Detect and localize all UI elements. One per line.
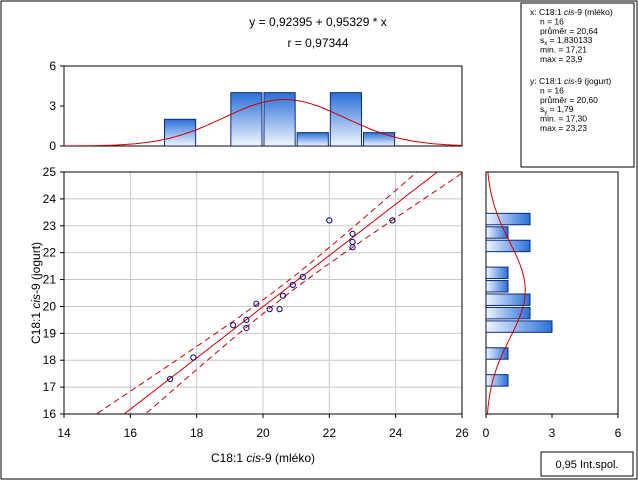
stats-y-block: y: C18:1 cis-9 (jogurt) n = 16 průměr = 20… (530, 76, 611, 133)
x-histogram-bar (329, 92, 363, 146)
data-point (279, 292, 286, 299)
x-axis-title: C18:1 cis-9 (mléko) (211, 451, 315, 465)
confidence-band-lower (144, 172, 462, 414)
y-tick-label: 23 (43, 219, 57, 233)
interval-legend-label: 0,95 Int.spol. (556, 459, 619, 471)
regression-line (123, 172, 439, 414)
data-point (243, 324, 250, 332)
x-tick-label: 20 (256, 426, 270, 440)
x-histogram-plot-area (63, 65, 463, 147)
y-histogram-bar (486, 306, 531, 320)
y-histogram-bar (486, 320, 553, 333)
y-histogram-bar (486, 347, 509, 360)
x-histogram-tick-label: 3 (49, 99, 56, 113)
interval-legend-frame (540, 451, 634, 477)
y-histogram-tick-label: 3 (549, 426, 556, 440)
y-histogram-normal-curve (486, 172, 526, 414)
data-points (167, 217, 396, 383)
y-histogram-tick-label: 0 (483, 426, 490, 440)
y-histogram-bar (486, 212, 531, 226)
y-tick-label: 25 (43, 165, 57, 179)
data-point (266, 306, 273, 313)
x-histogram-bar (263, 92, 296, 146)
data-point (253, 300, 260, 307)
y-axis-title: C18:1 cis-9 (jogurt) (29, 242, 43, 344)
y-tick-label: 20 (43, 299, 57, 313)
y-tick-label: 18 (43, 353, 57, 367)
x-histogram: 0 3 6 (49, 59, 463, 153)
y-histogram-bar (486, 293, 531, 306)
y-histogram-bar (486, 239, 531, 253)
x-tick-label: 18 (190, 426, 204, 440)
y-histogram-bar (486, 280, 509, 293)
x-histogram-tick-label: 0 (49, 139, 56, 153)
data-point (190, 354, 197, 361)
x-histogram-bar (296, 132, 329, 146)
y-histogram-ticks: 0 3 6 (483, 414, 622, 440)
statistics-box-frame (520, 2, 635, 168)
y-tick-label: 19 (43, 326, 57, 340)
x-tick-label: 26 (455, 426, 469, 440)
x-histogram-bar (164, 118, 197, 146)
confidence-band-upper (95, 172, 418, 414)
data-point (230, 322, 237, 329)
data-point (349, 230, 356, 237)
correlation-coefficient: r = 0,97344 (287, 36, 348, 50)
x-histogram-normal-curve (64, 99, 462, 146)
data-point (389, 217, 396, 224)
y-tick-label: 21 (43, 273, 57, 287)
y-histogram: 0 3 6 (483, 171, 622, 440)
x-histogram-tick-label: 6 (49, 59, 56, 73)
x-histogram-ticks: 0 3 6 (49, 59, 64, 153)
y-histogram-bars (486, 212, 553, 387)
y-histogram-bar (486, 226, 509, 239)
x-histogram-bar (230, 92, 263, 146)
stats-x-block: x: C18:1 cis-9 (mléko) n = 16 průměr = 20,… (530, 7, 613, 64)
x-tick-label: 16 (124, 426, 138, 440)
data-point (276, 306, 283, 313)
data-point (243, 316, 250, 323)
data-point (299, 273, 306, 280)
x-histogram-bars (164, 92, 396, 146)
statistics-box: x: C18:1 cis-9 (mléko) n = 16 průměr = 20,… (520, 2, 635, 168)
y-tick-label: 16 (43, 407, 57, 421)
x-tick-label: 24 (389, 426, 403, 440)
y-axis-ticks: 16 17 18 19 20 21 22 23 24 25 (43, 165, 64, 421)
data-point (349, 244, 356, 251)
y-histogram-bar (486, 374, 509, 387)
x-tick-label: 22 (323, 426, 337, 440)
interval-legend: 0,95 Int.spol. (540, 451, 634, 477)
y-tick-label: 22 (43, 246, 57, 260)
x-histogram-bar (363, 132, 396, 146)
x-tick-label: 14 (57, 426, 71, 440)
y-tick-label: 24 (43, 192, 57, 206)
data-point (167, 375, 174, 383)
y-tick-label: 17 (43, 380, 57, 394)
y-histogram-bar (486, 266, 509, 280)
y-histogram-tick-label: 6 (615, 426, 622, 440)
regression-equation: y = 0,92395 + 0,95329 * x (249, 15, 386, 29)
data-point (326, 217, 333, 224)
x-axis-ticks: 14 16 18 20 22 24 26 (57, 414, 469, 440)
data-point (289, 281, 296, 289)
